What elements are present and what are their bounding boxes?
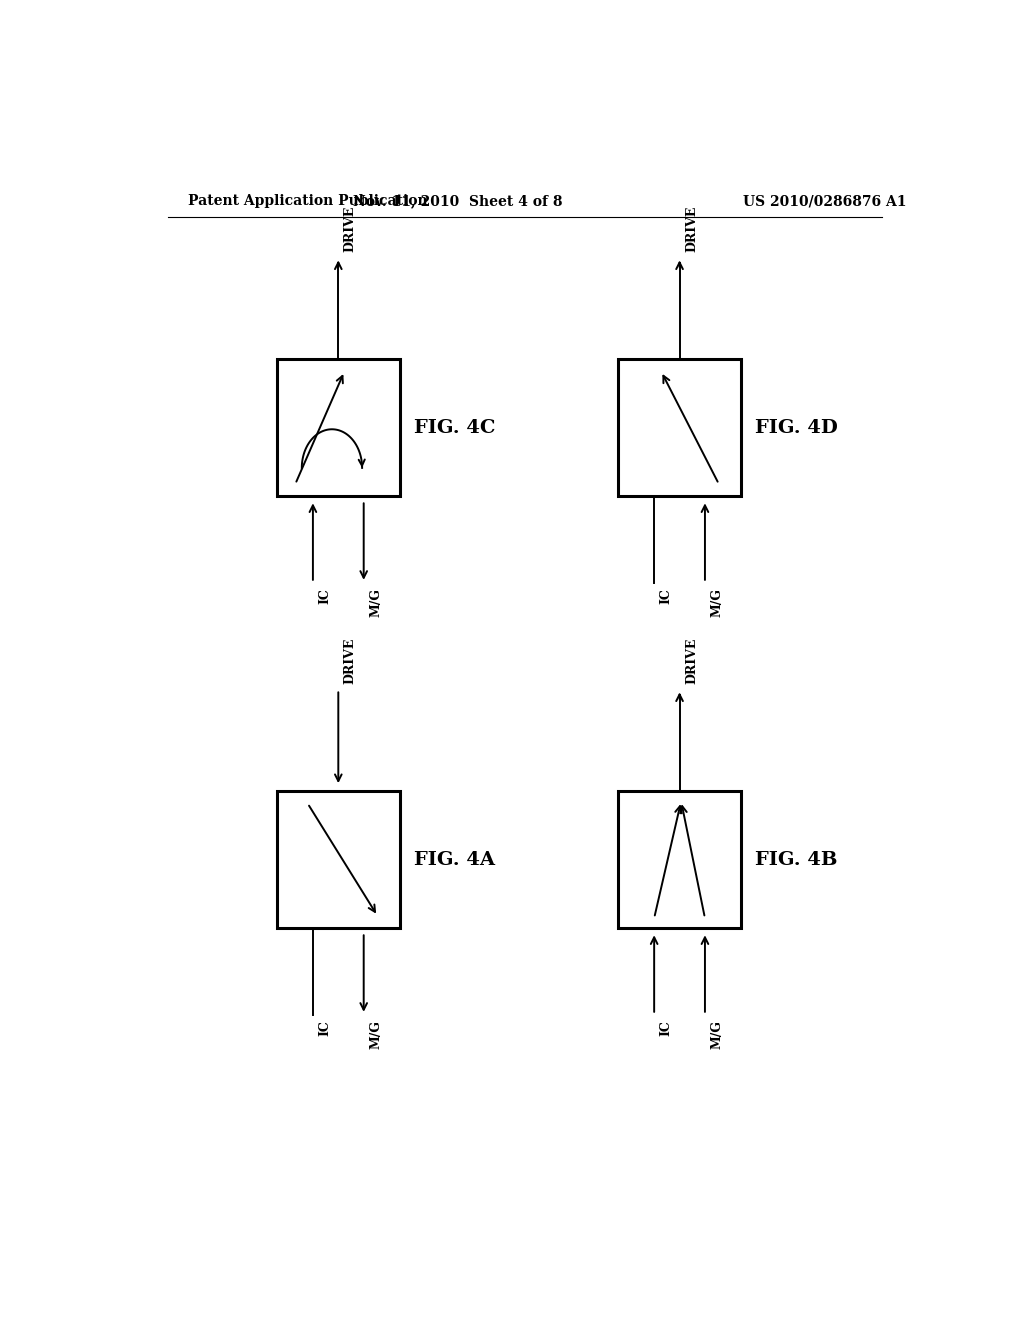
Text: IC: IC bbox=[318, 587, 332, 603]
Text: FIG. 4C: FIG. 4C bbox=[414, 418, 496, 437]
Text: M/G: M/G bbox=[370, 587, 382, 616]
Text: FIG. 4D: FIG. 4D bbox=[756, 418, 839, 437]
Text: M/G: M/G bbox=[711, 1020, 724, 1049]
Text: Patent Application Publication: Patent Application Publication bbox=[187, 194, 427, 209]
Bar bbox=[276, 359, 399, 496]
Text: IC: IC bbox=[659, 587, 673, 603]
Text: IC: IC bbox=[318, 1020, 332, 1036]
Text: DRIVE: DRIVE bbox=[344, 206, 356, 252]
Text: Nov. 11, 2010  Sheet 4 of 8: Nov. 11, 2010 Sheet 4 of 8 bbox=[352, 194, 562, 209]
Text: M/G: M/G bbox=[711, 587, 724, 616]
Text: DRIVE: DRIVE bbox=[685, 206, 698, 252]
Text: DRIVE: DRIVE bbox=[685, 638, 698, 684]
Text: DRIVE: DRIVE bbox=[344, 638, 356, 684]
Bar bbox=[276, 791, 399, 928]
Text: FIG. 4A: FIG. 4A bbox=[414, 850, 495, 869]
Text: IC: IC bbox=[659, 1020, 673, 1036]
Bar bbox=[618, 791, 741, 928]
Bar bbox=[618, 359, 741, 496]
Text: M/G: M/G bbox=[370, 1020, 382, 1049]
Text: US 2010/0286876 A1: US 2010/0286876 A1 bbox=[743, 194, 906, 209]
Text: FIG. 4B: FIG. 4B bbox=[756, 850, 838, 869]
